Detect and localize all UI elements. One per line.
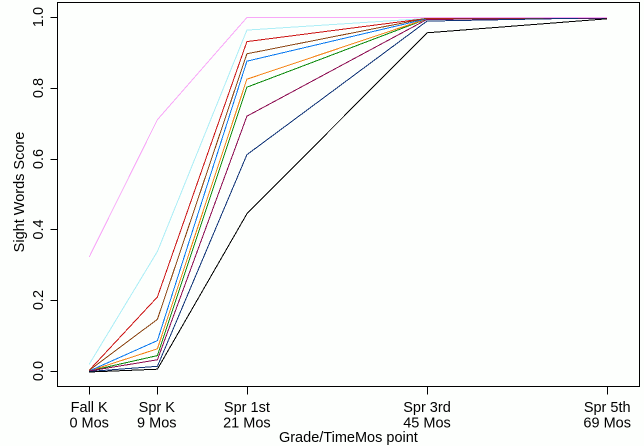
svg-text:0.8: 0.8 bbox=[31, 78, 47, 98]
svg-text:Spr 5th: Spr 5th bbox=[584, 400, 631, 416]
svg-text:1.0: 1.0 bbox=[31, 7, 47, 27]
svg-text:Spr 1st: Spr 1st bbox=[224, 400, 270, 416]
svg-text:Spr K: Spr K bbox=[139, 400, 176, 416]
svg-text:Spr 3rd: Spr 3rd bbox=[403, 400, 451, 416]
svg-text:0.0: 0.0 bbox=[31, 361, 47, 381]
svg-text:Grade/TimeMos point: Grade/TimeMos point bbox=[279, 430, 418, 446]
svg-text:Fall K: Fall K bbox=[71, 400, 108, 416]
svg-text:0.4: 0.4 bbox=[31, 219, 47, 239]
svg-text:21 Mos: 21 Mos bbox=[223, 416, 271, 432]
svg-text:Sight Words Score: Sight Words Score bbox=[12, 132, 28, 253]
svg-text:9 Mos: 9 Mos bbox=[137, 416, 177, 432]
svg-text:0.2: 0.2 bbox=[31, 290, 47, 310]
svg-text:0 Mos: 0 Mos bbox=[69, 416, 109, 432]
svg-text:45 Mos: 45 Mos bbox=[403, 416, 451, 432]
svg-text:0.6: 0.6 bbox=[31, 149, 47, 169]
svg-text:69 Mos: 69 Mos bbox=[583, 416, 631, 432]
